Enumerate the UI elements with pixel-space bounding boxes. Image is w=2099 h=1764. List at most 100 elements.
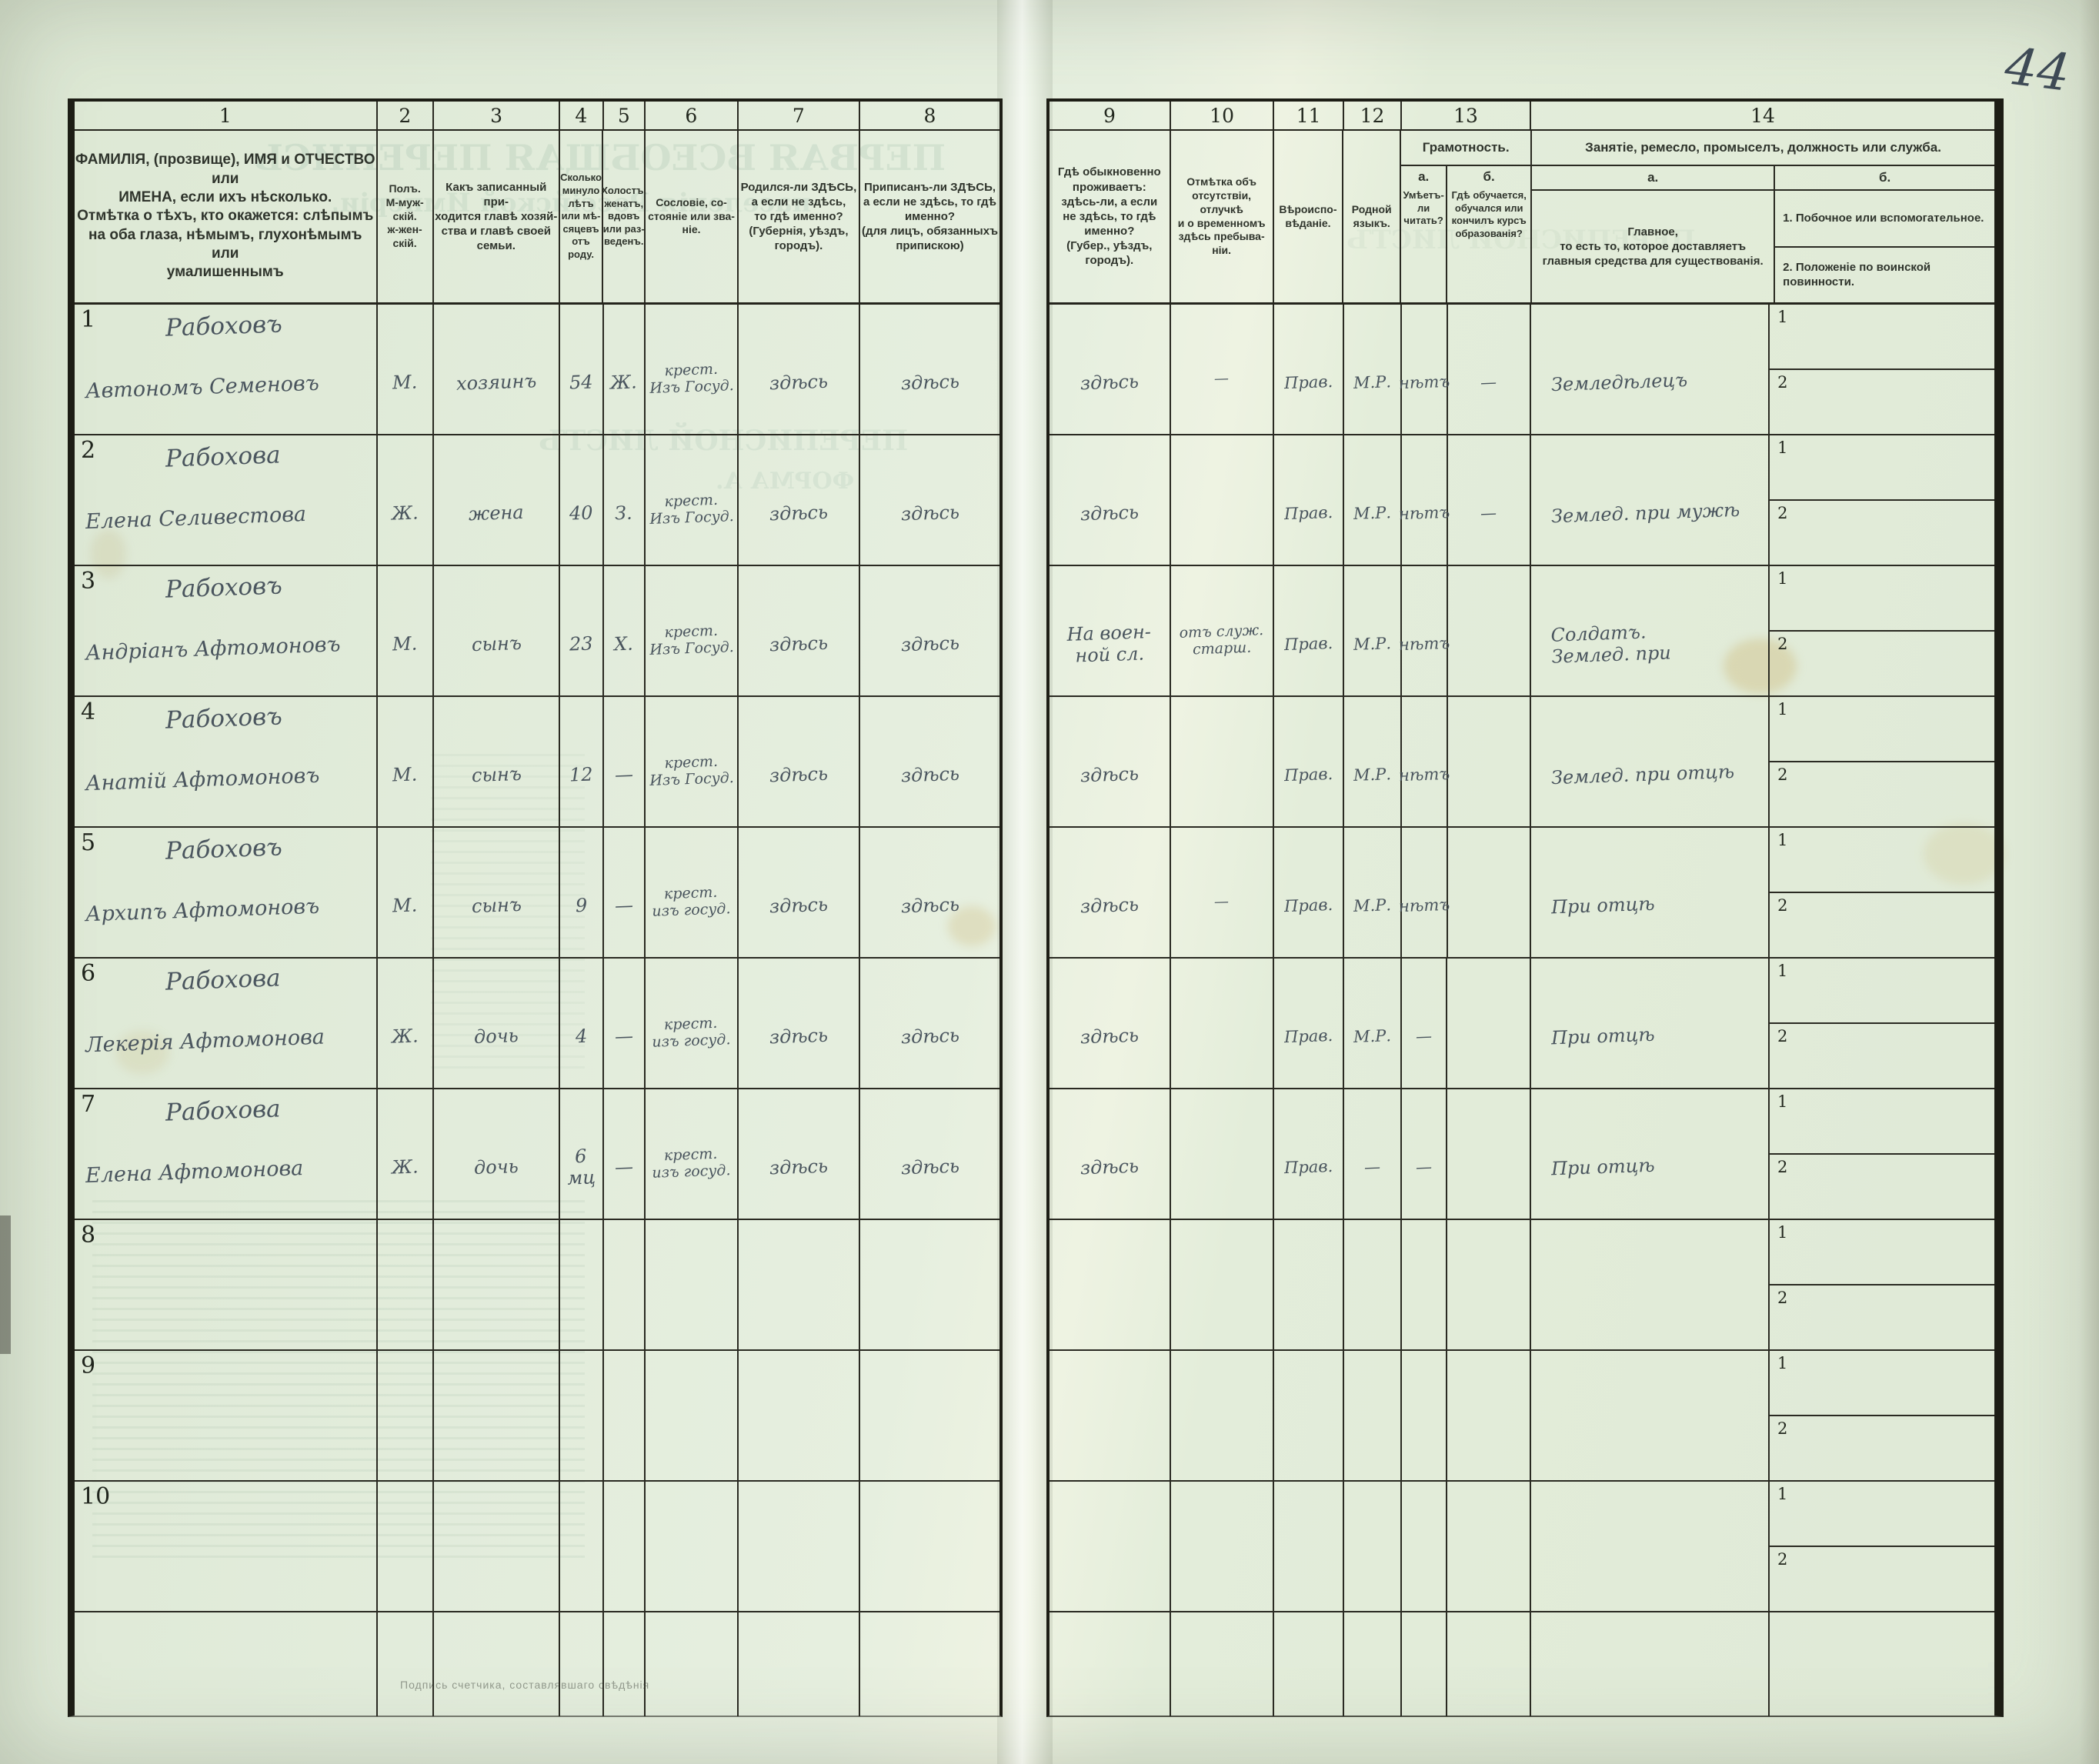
marital-value: З. xyxy=(614,502,633,525)
language-value: — xyxy=(1363,1157,1381,1177)
occupation-main-header-text: Главное, то есть то, которое доставляетъ… xyxy=(1542,225,1764,268)
sex-cell: М. xyxy=(378,566,434,695)
surname-handwritten: Рабоховъ xyxy=(165,702,283,735)
paper-stain xyxy=(91,529,126,579)
literacy-school-cell xyxy=(1447,1351,1531,1480)
name-handwritten: Елена Афтомонова xyxy=(85,1156,304,1188)
residence-value: здѣсь xyxy=(1080,370,1140,395)
col-number-10: 10 xyxy=(1171,102,1275,129)
age-value: 6 мц xyxy=(567,1145,596,1189)
age-cell: 23 xyxy=(560,566,604,695)
sex-value: М. xyxy=(392,763,418,786)
marital-cell: — xyxy=(604,828,646,957)
occupation-side-cell: 1 2 xyxy=(1770,697,1994,826)
absence-cell xyxy=(1171,959,1275,1088)
military-status-slot: 2 xyxy=(1769,1284,1994,1349)
sex-value: Ж. xyxy=(391,1155,419,1179)
occupation-side-header: 1. Побочное или вспомогательное. 2. Поло… xyxy=(1775,191,1994,302)
birthplace-cell: здѣсь xyxy=(739,435,860,565)
estate-value: крест. изъ госуд. xyxy=(652,883,732,920)
col-number-13: 13 xyxy=(1402,102,1531,129)
birthplace-cell xyxy=(739,1482,860,1611)
relation-value: сынъ xyxy=(471,893,522,918)
literacy-a-text: Умѣетъ- ли читать? xyxy=(1403,189,1444,227)
residence-value: здѣсь xyxy=(1080,1155,1140,1179)
header-occupation-group: Занятіе, ремесло, промыселъ, должность и… xyxy=(1532,131,1994,302)
col-number-6: 6 xyxy=(646,102,739,129)
empty-cell xyxy=(604,1612,646,1716)
registration-cell: здѣсь xyxy=(860,828,999,957)
slot-number-1: 1 xyxy=(1777,700,1788,719)
row-number: 3 xyxy=(81,568,96,595)
residence-value: На воен- ной сл. xyxy=(1066,621,1152,667)
literacy-read-cell: нѣтъ xyxy=(1398,828,1450,957)
occupation-side-cell: 1 2 xyxy=(1770,828,1994,957)
literacy-read-cell xyxy=(1402,1220,1448,1349)
absence-value: — xyxy=(1213,892,1230,911)
occupation-side-2: 2. Положеніе по воинской повинности. xyxy=(1783,261,1931,289)
language-cell: М.Р. xyxy=(1344,697,1402,826)
header-literacy-group: Грамотность. а. Умѣетъ- ли читать? б. Гд… xyxy=(1401,131,1533,302)
language-cell: М.Р. xyxy=(1344,566,1402,695)
residence-value: здѣсь xyxy=(1080,1024,1140,1049)
language-value: М.Р. xyxy=(1353,1026,1392,1046)
occupation-main-cell: Солдатъ. Землед. при xyxy=(1531,566,1770,695)
literacy-b-text: Гдѣ обучается, обучался или кончилъ курс… xyxy=(1451,189,1527,239)
name-cell: 3 Рабоховъ Андріанъ Афтомоновъ xyxy=(75,566,378,695)
side-occupation-slot: 1 xyxy=(1770,1089,1994,1153)
paper-stain xyxy=(115,1031,169,1074)
surname-handwritten: Рабоховъ xyxy=(165,572,283,604)
estate-value: крест. изъ госуд. xyxy=(652,1014,732,1051)
empty-cell xyxy=(434,1612,561,1716)
page-fold xyxy=(997,0,1053,1764)
name-cell: 8 xyxy=(75,1220,378,1349)
table-row: 4 Рабоховъ Анатій Афтомоновъ М. сынъ 12 … xyxy=(75,697,999,828)
residence-value: здѣсь xyxy=(1080,893,1140,918)
table-row: 1 2 xyxy=(1050,1482,1994,1612)
col-number-3: 3 xyxy=(434,102,561,129)
name-cell: 5 Рабоховъ Архипъ Афтомоновъ xyxy=(75,828,378,957)
language-value: М.Р. xyxy=(1353,503,1392,523)
occupation-main-cell xyxy=(1531,1482,1770,1611)
marital-value: — xyxy=(614,894,634,917)
relation-value: дочь xyxy=(473,1155,519,1179)
registration-cell xyxy=(860,1351,999,1480)
empty-cell xyxy=(1171,1612,1275,1716)
estate-value: крест. Изъ Госуд. xyxy=(649,752,734,789)
residence-cell: здѣсь xyxy=(1050,1089,1171,1219)
military-status-slot: 2 xyxy=(1770,499,1994,565)
row-number: 5 xyxy=(81,829,96,856)
occupation-side-cell: 1 2 xyxy=(1769,1482,1994,1611)
slot-number-2: 2 xyxy=(1777,504,1788,522)
relation-cell: сынъ xyxy=(434,828,561,957)
occupation-side-cell: 1 2 xyxy=(1770,435,1994,565)
table-row: 9 xyxy=(75,1351,999,1482)
literacy-sub-b: б. Гдѣ обучается, обучался или кончилъ к… xyxy=(1447,166,1530,302)
estate-cell xyxy=(646,1220,739,1349)
table-row: На воен- ной сл. отъ служ. старш. Прав. … xyxy=(1050,566,1994,697)
table-row: здѣсь Прав. М.Р. нѣтъ — Землед. при мужѣ… xyxy=(1050,435,1994,566)
header-sex-column: Полъ. М-муж- скій. ж-жен- скій. xyxy=(378,131,434,302)
estate-cell: крест. изъ госуд. xyxy=(646,1089,739,1219)
row-number: 8 xyxy=(81,1222,96,1249)
residence-cell: здѣсь xyxy=(1050,959,1171,1088)
name-cell: 10 xyxy=(75,1482,378,1611)
name-cell: 2 Рабохова Елена Селивестова xyxy=(75,435,378,565)
census-table-left-page: 1 2 3 4 5 6 7 8 ФАМИЛІЯ, (прозвище), ИМЯ… xyxy=(68,98,1003,1717)
literacy-title: Грамотность. xyxy=(1401,131,1531,166)
religion-cell: Прав. xyxy=(1274,1089,1344,1219)
birthplace-value: здѣсь xyxy=(769,632,829,656)
name-cell: 9 xyxy=(75,1351,378,1480)
name-handwritten: Архипъ Афтомоновъ xyxy=(85,894,320,927)
name-handwritten: Елена Селивестова xyxy=(85,502,307,534)
residence-value: здѣсь xyxy=(1080,762,1140,787)
marital-value: — xyxy=(614,1155,634,1179)
estate-cell xyxy=(646,1351,739,1480)
slot-number-1: 1 xyxy=(1777,1223,1788,1242)
header-religion-column: Вѣроиспо- вѣданіе. xyxy=(1274,131,1344,302)
religion-value: Прав. xyxy=(1283,633,1333,655)
sex-value: Ж. xyxy=(391,1025,419,1048)
registration-cell: здѣсь xyxy=(860,566,999,695)
relation-cell: сынъ xyxy=(434,697,561,826)
sex-cell xyxy=(378,1482,434,1611)
